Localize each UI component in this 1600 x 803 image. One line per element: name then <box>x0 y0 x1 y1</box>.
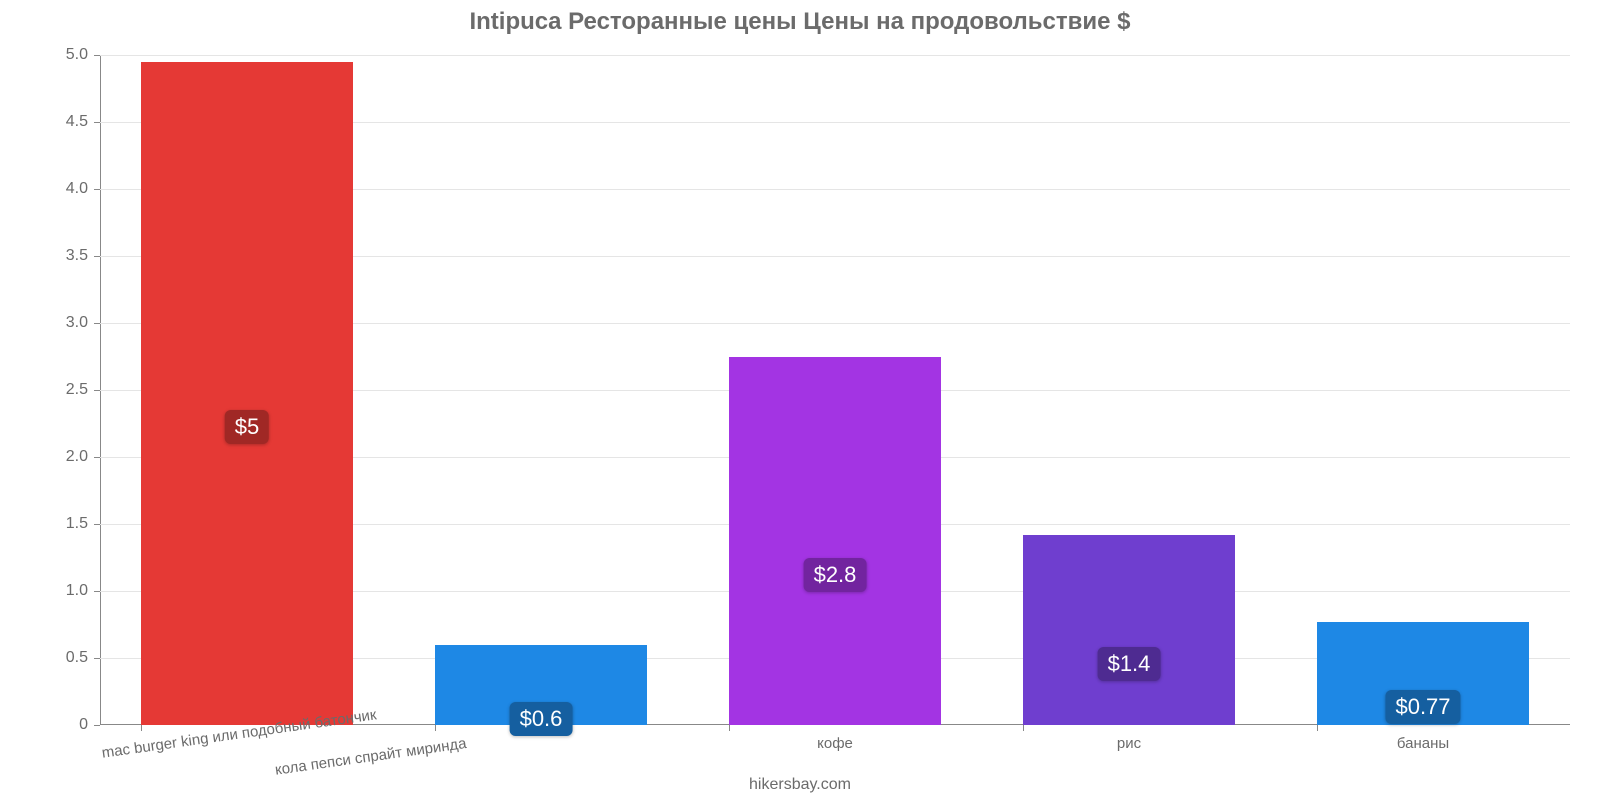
y-tick-label: 5.0 <box>66 46 88 64</box>
y-tick-mark <box>94 189 100 190</box>
x-tick-label: рис <box>1117 735 1141 752</box>
bar <box>141 62 353 725</box>
y-tick-label: 4.5 <box>66 113 88 131</box>
x-tick-mark <box>435 725 436 731</box>
y-tick-mark <box>94 457 100 458</box>
x-tick-label: бананы <box>1397 735 1449 752</box>
y-tick-mark <box>94 591 100 592</box>
x-tick-mark <box>141 725 142 731</box>
y-tick-label: 2.5 <box>66 381 88 399</box>
y-tick-label: 4.0 <box>66 180 88 198</box>
x-tick-mark <box>729 725 730 731</box>
bar-value-label: $2.8 <box>804 558 867 592</box>
y-tick-mark <box>94 390 100 391</box>
plot-area: 00.51.01.52.02.53.03.54.04.55.0$5mac bur… <box>100 55 1570 725</box>
bar-value-label: $0.6 <box>510 702 573 736</box>
bar <box>729 357 941 726</box>
bar-value-label: $5 <box>225 410 269 444</box>
y-tick-label: 2.0 <box>66 448 88 466</box>
chart-container: Intipuca Ресторанные цены Цены на продов… <box>0 0 1600 800</box>
y-tick-mark <box>94 122 100 123</box>
chart-title: Intipuca Ресторанные цены Цены на продов… <box>0 8 1600 36</box>
x-tick-label: mac burger king или подобный батончик <box>101 735 174 762</box>
y-tick-mark <box>94 725 100 726</box>
y-tick-label: 0.5 <box>66 649 88 667</box>
y-tick-mark <box>94 658 100 659</box>
bar-value-label: $1.4 <box>1098 647 1161 681</box>
x-tick-mark <box>1317 725 1318 731</box>
y-tick-label: 1.0 <box>66 582 88 600</box>
bar-value-label: $0.77 <box>1385 690 1460 724</box>
y-tick-mark <box>94 55 100 56</box>
y-tick-mark <box>94 323 100 324</box>
y-tick-label: 3.0 <box>66 314 88 332</box>
y-tick-label: 0 <box>79 716 88 734</box>
bar <box>1023 535 1235 725</box>
y-tick-mark <box>94 256 100 257</box>
x-tick-mark <box>1023 725 1024 731</box>
grid-line <box>100 55 1570 56</box>
chart-footer: hikersbay.com <box>0 776 1600 794</box>
y-tick-label: 1.5 <box>66 515 88 533</box>
y-tick-mark <box>94 524 100 525</box>
y-tick-label: 3.5 <box>66 247 88 265</box>
x-tick-label: кофе <box>817 735 853 752</box>
